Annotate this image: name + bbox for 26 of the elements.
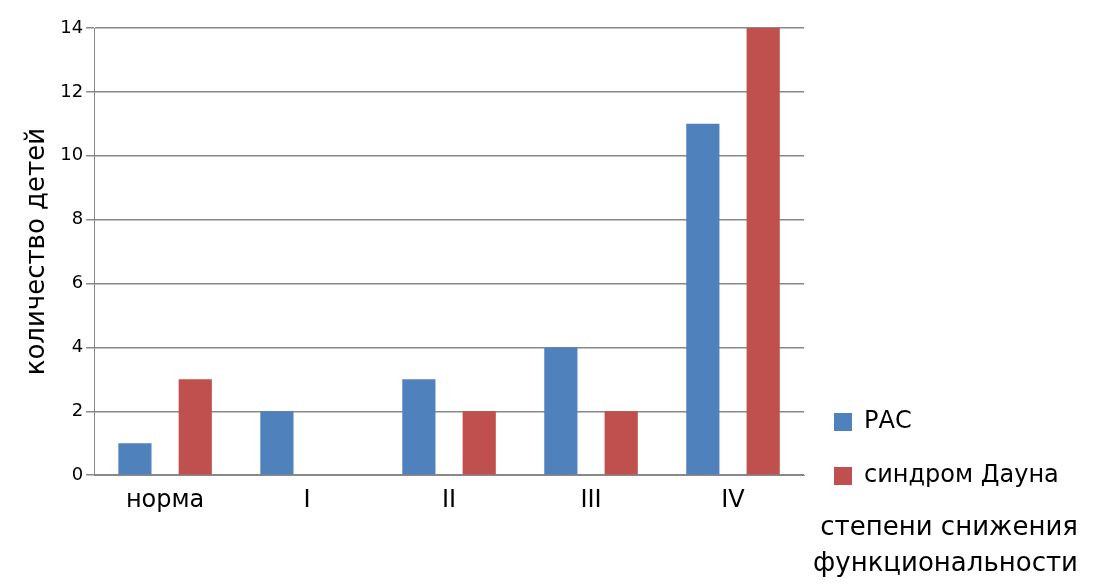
y-tick-label: 12 (60, 79, 84, 101)
y-tick-label: 4 (71, 335, 84, 357)
x-tick-label: I (303, 484, 311, 513)
legend-label: синдром Дауна (864, 460, 1059, 489)
bar (260, 411, 294, 475)
x-tick-label: IV (721, 484, 746, 513)
y-tick-label: 10 (60, 143, 84, 165)
y-tick-label: 0 (71, 462, 84, 484)
y-tick-label: 2 (71, 398, 84, 420)
y-tick-label: 8 (71, 207, 84, 229)
x-tick-label: норма (125, 484, 205, 513)
bar (686, 123, 720, 475)
bar (178, 379, 212, 475)
bar (402, 379, 436, 475)
bar (544, 347, 578, 475)
x-tick-label: III (580, 484, 602, 513)
x-axis-title: степени снижения функциональности (812, 510, 1078, 579)
bar (746, 28, 780, 475)
bar (462, 411, 496, 475)
y-tick-label: 6 (71, 271, 84, 293)
x-tick-label: II (441, 484, 457, 513)
y-tick-label: 14 (60, 15, 84, 37)
legend-label: РАС (864, 406, 912, 435)
bar (604, 411, 638, 475)
y-axis-title: количество детей (20, 127, 51, 376)
bar (118, 443, 152, 475)
